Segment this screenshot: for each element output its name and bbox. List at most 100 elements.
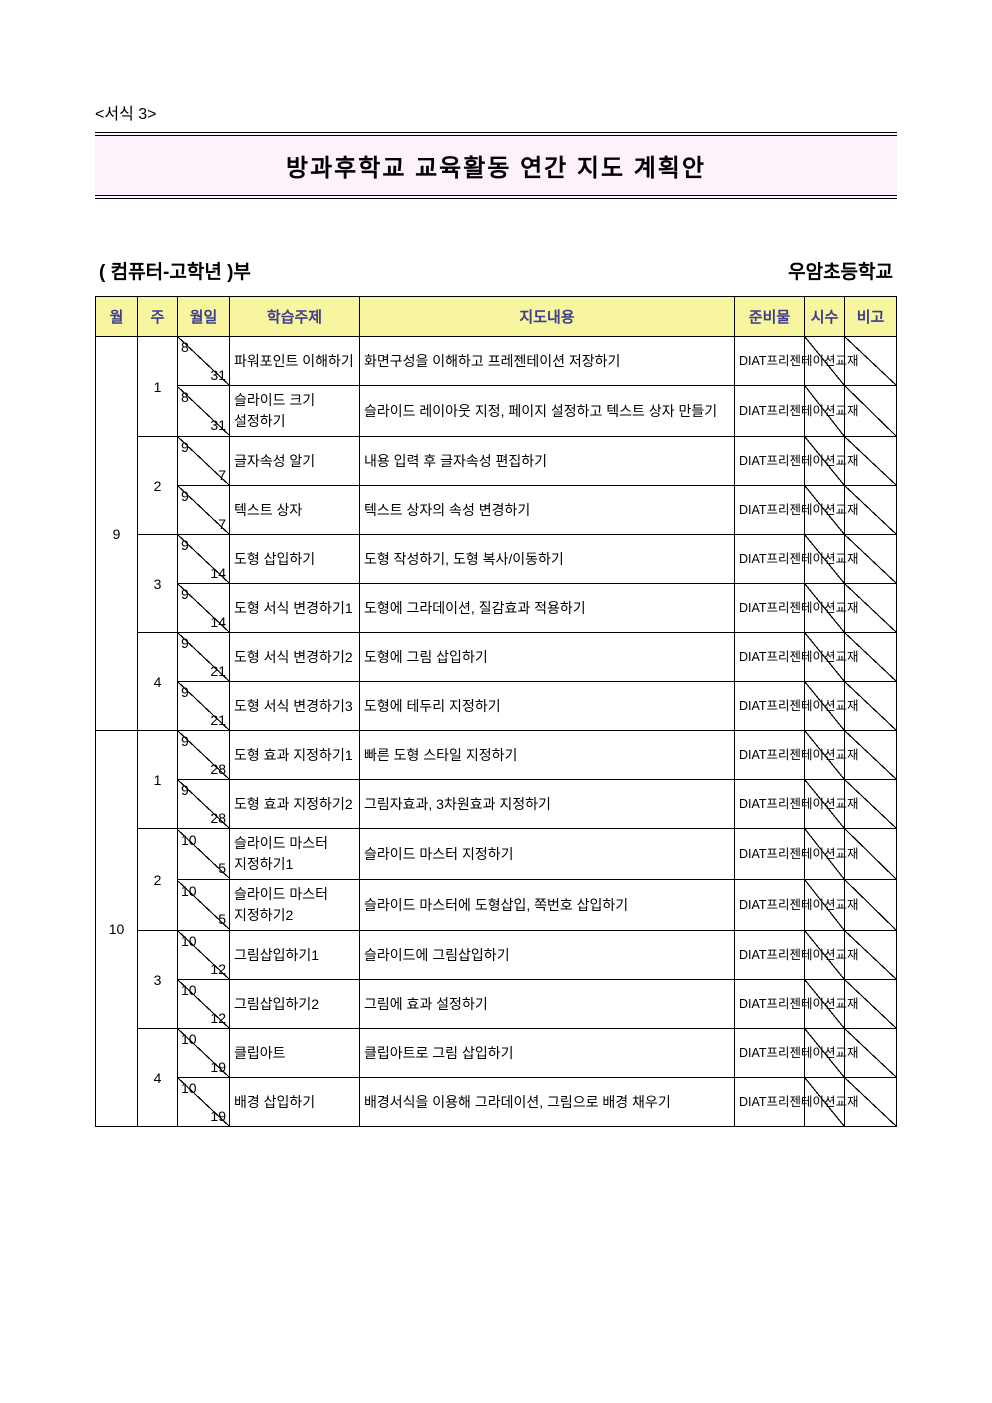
content-text: 그림자효과, 3차원효과 지정하기	[360, 790, 734, 819]
date-month: 9	[181, 488, 189, 504]
date-cell: 105	[178, 880, 230, 931]
table-row: 1019배경 삽입하기배경서식을 이용해 그라데이션, 그림으로 배경 채우기D…	[96, 1078, 897, 1127]
plan-table: 월 주 월일 학습주제 지도내용 준비물 시수 비고 91831파워포인트 이해…	[95, 296, 897, 1127]
date-day: 14	[210, 614, 226, 630]
note-cell	[845, 633, 897, 682]
topic-text: 슬라이드 마스터 지정하기2	[230, 880, 359, 930]
table-row: 3914도형 삽입하기도형 작성하기, 도형 복사/이동하기DIAT프리젠테이션…	[96, 535, 897, 584]
date-day: 19	[210, 1059, 226, 1075]
note-cell	[845, 829, 897, 880]
date-month: 8	[181, 389, 189, 405]
topic-text: 파워포인트 이해하기	[230, 347, 359, 376]
content-cell: 화면구성을 이해하고 프레젠테이션 저장하기	[360, 337, 735, 386]
date-month: 10	[181, 883, 197, 899]
month-cell: 10	[96, 731, 138, 1127]
prep-cell: DIAT프리젠테이션교재	[735, 931, 805, 980]
topic-cell: 슬라이드 크기 설정하기	[230, 386, 360, 437]
date-cell: 921	[178, 633, 230, 682]
date-cell: 1019	[178, 1029, 230, 1078]
content-cell: 도형에 그라데이션, 질감효과 적용하기	[360, 584, 735, 633]
date-day: 31	[210, 367, 226, 383]
date-cell: 9 14	[178, 584, 230, 633]
table-row: 1012그림삽입하기2그림에 효과 설정하기DIAT프리젠테이션교재	[96, 980, 897, 1029]
date-day: 31	[210, 417, 226, 433]
prep-cell: DIAT프리젠테이션교재	[735, 437, 805, 486]
content-cell: 그림에 효과 설정하기	[360, 980, 735, 1029]
topic-text: 클립아트	[230, 1039, 359, 1068]
prep-text: DIAT프리젠테이션교재	[735, 742, 804, 768]
week-cell: 2	[138, 437, 178, 535]
table-row: 914도형 서식 변경하기1도형에 그라데이션, 질감효과 적용하기DIAT프리…	[96, 584, 897, 633]
table-row: 31012그림삽입하기1슬라이드에 그림삽입하기DIAT프리젠테이션교재	[96, 931, 897, 980]
content-text: 슬라이드 마스터 지정하기	[360, 840, 734, 869]
week-cell: 3	[138, 535, 178, 633]
date-month: 9	[181, 586, 189, 602]
note-cell	[845, 980, 897, 1029]
content-cell: 슬라이드 마스터에 도형삽입, 쪽번호 삽입하기	[360, 880, 735, 931]
content-cell: 배경서식을 이용해 그라데이션, 그림으로 배경 채우기	[360, 1078, 735, 1127]
date-cell: 1019	[178, 1078, 230, 1127]
date-month: 9	[181, 782, 189, 798]
page-title: 방과후학교 교육활동 연간 지도 계획안	[286, 155, 706, 182]
content-text: 도형 작성하기, 도형 복사/이동하기	[360, 545, 734, 574]
prep-cell: DIAT프리젠테이션교재	[735, 535, 805, 584]
table-row: 101928도형 효과 지정하기1빠른 도형 스타일 지정하기DIAT프리젠테이…	[96, 731, 897, 780]
date-cell: 1012	[178, 980, 230, 1029]
topic-cell: 그림삽입하기2	[230, 980, 360, 1029]
topic-text: 도형 삽입하기	[230, 545, 359, 574]
date-month: 8	[181, 339, 189, 355]
prep-cell: DIAT프리젠테이션교재	[735, 337, 805, 386]
note-cell	[845, 1078, 897, 1127]
topic-cell: 도형 삽입하기	[230, 535, 360, 584]
hours-cell	[805, 486, 845, 535]
topic-cell: 도형 효과 지정하기2	[230, 780, 360, 829]
col-date: 월일	[178, 297, 230, 337]
topic-text: 글자속성 알기	[230, 447, 359, 476]
topic-cell: 클립아트	[230, 1029, 360, 1078]
hours-cell	[805, 337, 845, 386]
prep-cell: DIAT프리젠테이션교재	[735, 880, 805, 931]
content-text: 텍스트 상자의 속성 변경하기	[360, 496, 734, 525]
hours-cell	[805, 1078, 845, 1127]
date-cell: 8 31	[178, 386, 230, 437]
content-cell: 도형 작성하기, 도형 복사/이동하기	[360, 535, 735, 584]
prep-text: DIAT프리젠테이션교재	[735, 497, 804, 523]
date-cell: 105	[178, 829, 230, 880]
hours-cell	[805, 829, 845, 880]
note-cell	[845, 731, 897, 780]
date-month: 10	[181, 933, 197, 949]
note-cell	[845, 880, 897, 931]
date-day: 21	[210, 663, 226, 679]
content-text: 도형에 그림 삽입하기	[360, 643, 734, 672]
prep-text: DIAT프리젠테이션교재	[735, 1040, 804, 1066]
date-day: 12	[210, 1010, 226, 1026]
topic-cell: 도형 서식 변경하기3	[230, 682, 360, 731]
prep-text: DIAT프리젠테이션교재	[735, 942, 804, 968]
date-month: 9	[181, 733, 189, 749]
week-cell: 4	[138, 1029, 178, 1127]
note-cell	[845, 337, 897, 386]
table-row: 105슬라이드 마스터 지정하기2슬라이드 마스터에 도형삽입, 쪽번호 삽입하…	[96, 880, 897, 931]
table-row: 41019클립아트클립아트로 그림 삽입하기DIAT프리젠테이션교재	[96, 1029, 897, 1078]
content-text: 클립아트로 그림 삽입하기	[360, 1039, 734, 1068]
date-day: 28	[210, 761, 226, 777]
prep-cell: DIAT프리젠테이션교재	[735, 980, 805, 1029]
prep-cell: DIAT프리젠테이션교재	[735, 1029, 805, 1078]
hours-cell	[805, 535, 845, 584]
hours-cell	[805, 633, 845, 682]
col-prep: 준비물	[735, 297, 805, 337]
topic-text: 도형 서식 변경하기2	[230, 643, 359, 672]
date-day: 28	[210, 810, 226, 826]
content-text: 슬라이드 레이아웃 지정, 페이지 설정하고 텍스트 상자 만들기	[360, 397, 734, 426]
topic-cell: 글자속성 알기	[230, 437, 360, 486]
prep-text: DIAT프리젠테이션교재	[735, 791, 804, 817]
topic-text: 슬라이드 크기 설정하기	[230, 386, 359, 436]
topic-cell: 도형 효과 지정하기1	[230, 731, 360, 780]
content-text: 슬라이드 마스터에 도형삽입, 쪽번호 삽입하기	[360, 891, 734, 920]
table-row: 921도형 서식 변경하기3도형에 테두리 지정하기DIAT프리젠테이션교재	[96, 682, 897, 731]
date-cell: 97	[178, 437, 230, 486]
date-day: 12	[210, 961, 226, 977]
content-text: 내용 입력 후 글자속성 편집하기	[360, 447, 734, 476]
note-cell	[845, 584, 897, 633]
date-month: 10	[181, 832, 197, 848]
